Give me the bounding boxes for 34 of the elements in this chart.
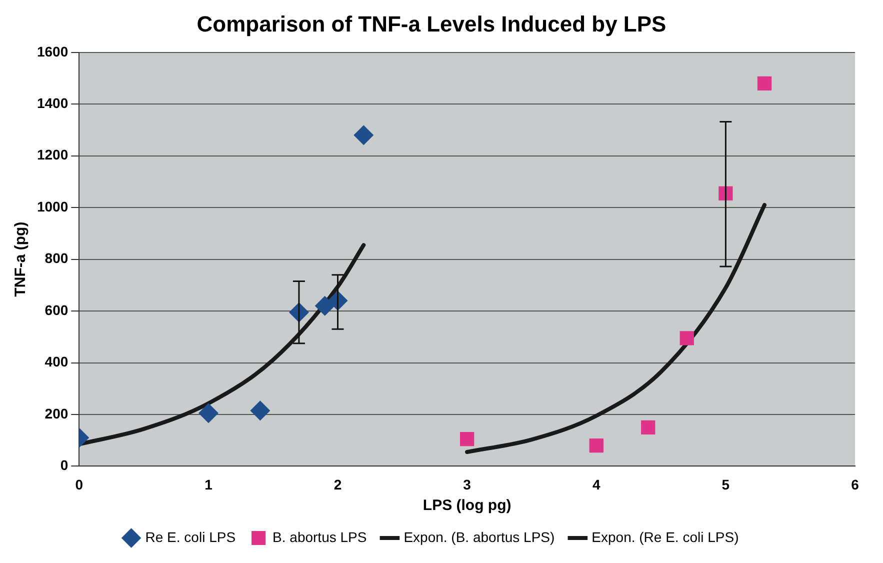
point <box>354 125 374 146</box>
y-tick-label: 800 <box>44 250 68 266</box>
y-tick-label: 1400 <box>36 94 68 111</box>
point <box>641 420 656 434</box>
y-tick-label: 400 <box>44 354 68 370</box>
y-axis-title: TNF-a (pg) <box>12 222 30 297</box>
y-tick-label: 200 <box>44 405 68 422</box>
chart-title: Comparison of TNF-a Levels Induced by LPS <box>196 11 666 36</box>
x-tick-label: 6 <box>851 476 860 492</box>
y-tick-label: 1000 <box>36 198 68 214</box>
point <box>198 403 218 424</box>
x-tick-label: 4 <box>592 476 600 492</box>
x-tick-label: 0 <box>75 476 84 492</box>
point <box>460 432 474 446</box>
legend-label: Expon. (B. abortus LPS) <box>404 528 555 545</box>
legend-label: B. abortus LPS <box>272 528 367 545</box>
y-tick-label: 1600 <box>36 43 68 60</box>
x-tick-label: 2 <box>334 476 342 492</box>
y-tick-label: 0 <box>60 457 68 474</box>
line-series <box>79 243 366 446</box>
x-tick-label: 1 <box>204 476 213 492</box>
point <box>680 331 694 346</box>
point <box>250 400 270 421</box>
point <box>757 76 772 91</box>
point <box>314 296 335 316</box>
y-tick-label: 600 <box>44 302 68 318</box>
point <box>589 438 604 453</box>
x-tick-label: 5 <box>722 476 730 492</box>
line-series <box>465 202 766 454</box>
x-axis-title: LPS (log pg) <box>422 497 512 514</box>
legend-label: Re E. coli LPS <box>145 528 236 545</box>
legend-label: Expon. (Re E. coli LPS) <box>592 528 739 545</box>
y-tick-label: 1200 <box>36 146 68 163</box>
x-tick-label: 3 <box>463 476 472 492</box>
